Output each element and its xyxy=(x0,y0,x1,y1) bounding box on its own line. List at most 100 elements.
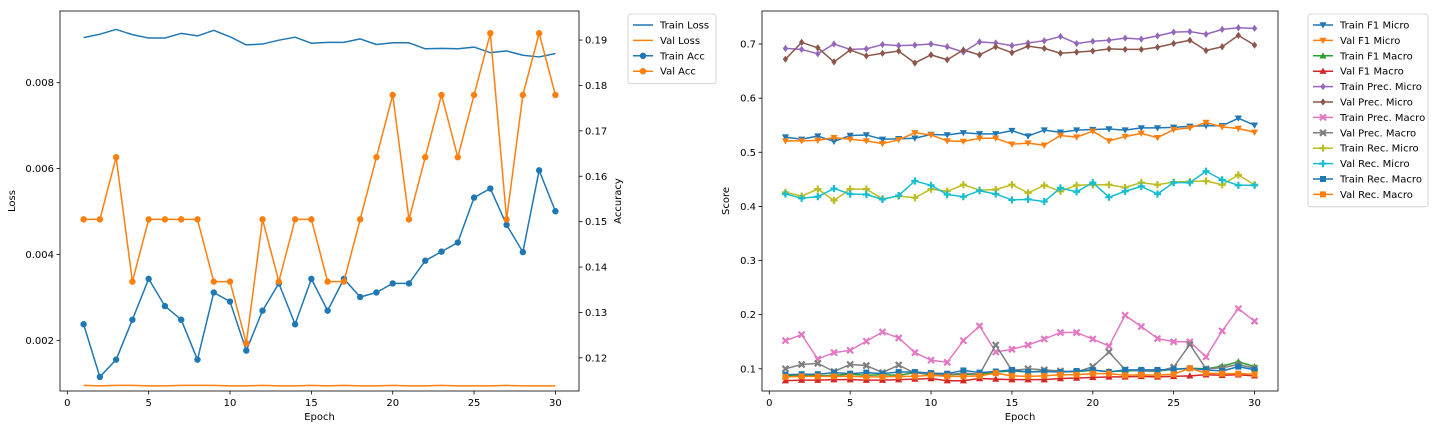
data-point xyxy=(863,45,870,53)
data-point xyxy=(291,321,299,328)
legend-marker xyxy=(1319,129,1327,137)
data-point xyxy=(519,91,527,99)
data-point xyxy=(389,91,396,99)
data-point xyxy=(797,330,806,339)
legend: Train F1 Micro Val F1 Micro Train F1 Macro… xyxy=(1307,13,1429,208)
data-point xyxy=(210,289,217,296)
data-point xyxy=(846,190,854,198)
data-point xyxy=(1219,25,1225,34)
data-point xyxy=(959,138,967,146)
data-point xyxy=(992,131,1000,138)
data-point xyxy=(1251,371,1258,378)
x-tick-label: 15 xyxy=(305,398,318,409)
data-point xyxy=(862,190,870,199)
legend-item: Val F1 Macro xyxy=(1313,67,1404,78)
data-point xyxy=(976,369,983,376)
data-point xyxy=(96,216,104,223)
data-point xyxy=(959,181,967,189)
data-point xyxy=(405,216,413,223)
data-point xyxy=(894,361,903,369)
legend-label: Train F1 Micro xyxy=(1339,21,1409,32)
legend-marker xyxy=(1319,67,1327,74)
data-point xyxy=(846,136,854,143)
y-axis-label: Loss xyxy=(7,190,18,212)
x-tick-label: 10 xyxy=(224,398,237,409)
data-point xyxy=(846,132,854,140)
data-point xyxy=(1040,197,1048,206)
series-line xyxy=(785,121,1255,146)
legend-item: Val Prec. Micro xyxy=(1313,98,1413,109)
data-point xyxy=(210,278,217,285)
x-tick-label: 0 xyxy=(64,398,70,409)
data-point xyxy=(1121,187,1129,195)
legend-marker xyxy=(1320,191,1326,198)
legend-marker xyxy=(1320,176,1326,182)
legend-item: Train Loss xyxy=(633,21,709,32)
legend-label: Val Prec. Micro xyxy=(1340,98,1413,109)
data-point xyxy=(1235,370,1242,377)
legend-item: Val Acc xyxy=(633,67,696,78)
data-point xyxy=(487,30,494,37)
data-point xyxy=(1202,167,1210,175)
data-point xyxy=(470,91,478,99)
data-point xyxy=(1203,30,1209,38)
data-point xyxy=(895,137,903,144)
legend-marker xyxy=(1319,113,1327,122)
legend-label: Train Loss xyxy=(659,21,709,32)
data-point xyxy=(878,328,887,336)
x-tick-label: 15 xyxy=(1006,398,1019,409)
data-point xyxy=(781,365,790,373)
data-point xyxy=(1040,127,1048,134)
x-axis: 0 5 10 15 20 25 30 Epoch xyxy=(64,391,562,423)
data-point xyxy=(243,340,250,347)
data-point xyxy=(1121,311,1129,319)
data-point xyxy=(911,194,919,202)
y-tick-label: 0.5 xyxy=(740,148,756,159)
data-point xyxy=(1202,353,1210,361)
data-point xyxy=(1250,129,1259,136)
data-point xyxy=(1203,370,1210,377)
x-tick-label: 5 xyxy=(145,398,151,409)
data-point xyxy=(1186,372,1194,379)
data-point xyxy=(944,56,950,64)
data-point xyxy=(846,360,854,369)
data-point xyxy=(975,322,984,330)
data-point xyxy=(1024,133,1032,140)
data-point xyxy=(781,134,790,141)
data-point xyxy=(1008,372,1015,379)
data-point xyxy=(911,135,919,142)
data-point xyxy=(1008,366,1015,373)
data-point xyxy=(1137,125,1145,132)
data-point xyxy=(1073,371,1080,378)
data-point xyxy=(1057,32,1064,41)
x-axis: 0 5 10 15 20 25 30 Epoch xyxy=(766,391,1261,423)
data-point xyxy=(1153,181,1162,189)
y-right-tick-label: 0.19 xyxy=(585,36,607,47)
data-point xyxy=(1137,322,1146,331)
legend-label: Val F1 Micro xyxy=(1340,36,1400,47)
data-point xyxy=(1090,37,1096,45)
legend-item: Val Rec. Micro xyxy=(1313,159,1410,170)
data-point xyxy=(1153,334,1162,343)
data-point xyxy=(1009,42,1015,50)
data-point xyxy=(1234,171,1242,179)
data-point xyxy=(862,138,870,145)
series-train-prec-macro xyxy=(781,304,1259,367)
data-point xyxy=(1153,125,1162,132)
data-point xyxy=(1105,193,1113,201)
data-point xyxy=(895,191,903,200)
data-point xyxy=(1040,181,1048,189)
data-point xyxy=(80,321,87,328)
y-tick-label: 0.008 xyxy=(25,78,54,89)
data-point xyxy=(831,58,837,66)
data-point xyxy=(1137,182,1145,190)
legend-label: Train Prec. Macro xyxy=(1339,113,1425,124)
data-point xyxy=(1122,366,1129,373)
legend-label: Train Rec. Micro xyxy=(1339,144,1419,155)
data-point xyxy=(1040,142,1048,149)
data-point xyxy=(1089,128,1097,135)
y-axis-right: 0.12 0.13 0.14 0.15 0.16 0.17 0.18 0.19 Accuracy xyxy=(579,36,624,364)
data-point xyxy=(1250,122,1259,129)
data-point xyxy=(470,194,478,201)
data-point xyxy=(422,153,429,161)
